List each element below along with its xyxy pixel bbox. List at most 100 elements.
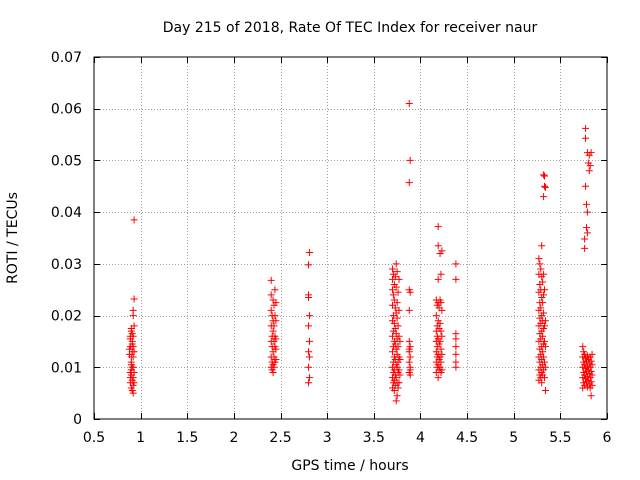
y-tick-label: 0.03 xyxy=(51,257,82,273)
data-point xyxy=(130,368,138,376)
data-point xyxy=(395,366,403,374)
data-point xyxy=(305,363,313,371)
data-point xyxy=(452,260,460,268)
data-point xyxy=(388,348,396,356)
data-point xyxy=(588,381,596,389)
chart-title: Day 215 of 2018, Rate Of TEC Index for r… xyxy=(163,20,538,36)
data-point xyxy=(396,356,404,364)
data-point xyxy=(587,367,595,375)
y-tick-label: 0 xyxy=(73,412,82,428)
data-point xyxy=(394,384,402,392)
data-point xyxy=(588,350,596,358)
data-point xyxy=(437,270,445,278)
data-point xyxy=(391,304,399,312)
data-point xyxy=(269,368,277,376)
x-tick-label: 5.5 xyxy=(549,430,571,446)
x-tick-label: 6 xyxy=(603,430,612,446)
data-point xyxy=(395,332,403,340)
data-point xyxy=(406,288,414,296)
data-point xyxy=(129,332,137,340)
data-point xyxy=(389,291,397,299)
data-point xyxy=(452,343,460,351)
data-point xyxy=(405,358,413,366)
data-point xyxy=(393,314,401,322)
data-point xyxy=(541,172,549,180)
data-point xyxy=(452,335,460,343)
data-point xyxy=(405,345,413,353)
data-point xyxy=(129,374,137,382)
data-point xyxy=(305,379,313,387)
data-point xyxy=(130,295,138,303)
data-point xyxy=(305,261,313,269)
data-point xyxy=(396,337,404,345)
data-point xyxy=(269,327,277,335)
x-tick-label: 1.5 xyxy=(176,430,198,446)
data-point xyxy=(394,343,402,351)
data-point xyxy=(305,374,313,382)
data-point xyxy=(582,124,590,132)
data-point xyxy=(270,363,278,371)
data-point xyxy=(540,291,548,299)
data-point xyxy=(588,371,596,379)
data-point xyxy=(271,286,279,294)
data-point xyxy=(391,273,399,281)
x-tick-label: 3.5 xyxy=(363,430,385,446)
x-tick-label: 3 xyxy=(323,430,332,446)
data-point xyxy=(267,276,275,284)
data-point xyxy=(437,299,445,307)
data-point xyxy=(388,286,396,294)
data-point xyxy=(388,265,396,273)
data-point xyxy=(406,156,414,164)
data-point xyxy=(129,343,137,351)
data-point xyxy=(267,291,275,299)
data-point xyxy=(541,317,549,325)
data-point xyxy=(392,397,400,405)
data-point xyxy=(438,306,446,314)
data-point xyxy=(539,278,547,286)
data-point xyxy=(437,345,445,353)
data-point xyxy=(395,306,403,314)
data-point xyxy=(586,162,594,170)
data-point xyxy=(394,322,402,330)
data-point xyxy=(587,392,595,400)
data-point xyxy=(271,312,279,320)
data-point xyxy=(540,270,548,278)
y-tick-label: 0.05 xyxy=(51,153,82,169)
data-point xyxy=(392,374,400,382)
data-point xyxy=(541,182,549,190)
data-point xyxy=(587,357,595,365)
data-point xyxy=(393,299,401,307)
data-point xyxy=(582,182,590,190)
data-point xyxy=(130,379,138,387)
data-point xyxy=(305,248,313,256)
data-point xyxy=(438,350,446,358)
data-point xyxy=(130,348,138,356)
data-point xyxy=(432,312,440,320)
data-point xyxy=(129,363,137,371)
data-point xyxy=(538,379,546,387)
data-point xyxy=(130,322,138,330)
y-tick-label: 0.07 xyxy=(51,50,82,66)
data-point xyxy=(437,358,445,366)
data-point xyxy=(267,306,275,314)
data-point xyxy=(537,265,545,273)
data-point xyxy=(541,286,549,294)
data-point xyxy=(582,134,590,142)
data-point xyxy=(130,216,138,224)
data-point xyxy=(536,260,544,268)
data-point xyxy=(579,343,587,351)
x-tick-label: 1 xyxy=(136,430,145,446)
data-point xyxy=(539,299,547,307)
data-point xyxy=(581,235,589,243)
data-point xyxy=(582,200,590,208)
data-point xyxy=(129,389,137,397)
y-tick-label: 0.06 xyxy=(51,102,82,118)
data-point xyxy=(405,337,413,345)
x-tick-label: 4 xyxy=(416,430,425,446)
data-point xyxy=(535,255,543,263)
data-point xyxy=(539,332,547,340)
data-point xyxy=(393,392,401,400)
